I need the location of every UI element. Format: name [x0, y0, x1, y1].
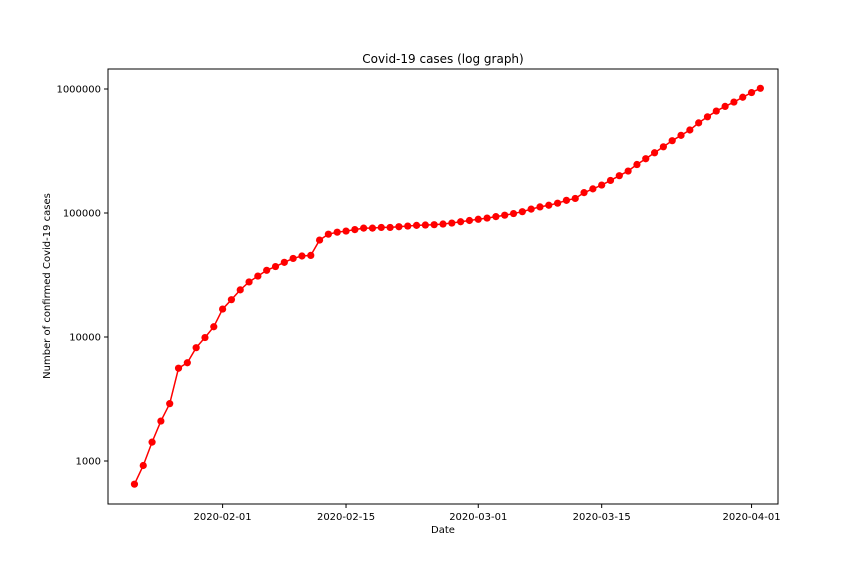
x-axis-ticks: 2020-02-01 2020-02-15 2020-03-01 2020-03-15… [194, 504, 781, 523]
x-tick-label: 2020-02-15 [317, 512, 375, 523]
data-point [236, 286, 244, 294]
data-point [703, 113, 712, 121]
data-point [166, 400, 174, 408]
data-point [527, 205, 535, 213]
axes-frame [107, 68, 779, 505]
data-point [148, 438, 156, 446]
data-point [465, 216, 474, 225]
x-tick-label: 2020-03-15 [573, 512, 631, 523]
data-point [368, 224, 377, 232]
data-point [271, 262, 280, 271]
data-point [633, 160, 641, 169]
data-point [342, 227, 350, 235]
data-point [227, 296, 236, 304]
data-point [333, 228, 341, 236]
y-tick-label: 100000 [63, 209, 101, 220]
y-axis-label: Number of confirmed Covid-19 cases [42, 193, 53, 379]
y-axis-ticks: 1000 10000 100000 1000000 [56, 85, 108, 467]
data-point [412, 221, 421, 229]
data-point [712, 107, 720, 115]
data-point [448, 219, 456, 227]
data-point [307, 251, 315, 260]
data-point [315, 236, 324, 244]
data-point [439, 220, 447, 228]
data-point [386, 223, 394, 232]
data-point [571, 194, 579, 203]
y-tick-label: 1000000 [56, 85, 101, 96]
data-point [562, 196, 571, 204]
data-point [695, 119, 703, 127]
data-point [650, 149, 659, 157]
data-point [642, 155, 650, 163]
data-point [509, 209, 518, 218]
data-point [474, 215, 482, 223]
data-point [263, 266, 271, 274]
data-point [747, 88, 756, 97]
data-point [219, 305, 227, 313]
data-point [421, 221, 429, 229]
data-point [395, 223, 403, 231]
data-point [589, 185, 597, 193]
data-point [580, 189, 588, 197]
data-point [492, 213, 500, 221]
data-point [677, 131, 685, 139]
y-tick-label: 1000 [76, 456, 101, 467]
data-point [483, 214, 491, 222]
data-point [192, 344, 200, 352]
data-point [254, 272, 262, 280]
data-point [518, 208, 526, 216]
data-point [183, 359, 191, 367]
data-point [739, 93, 747, 101]
data-point [624, 167, 632, 175]
data-point [756, 84, 764, 92]
data-point [130, 480, 139, 488]
chart-title: Covid-19 cases (log graph) [362, 52, 523, 66]
x-tick-label: 2020-02-01 [194, 512, 252, 523]
data-point [668, 137, 676, 145]
data-point [606, 176, 615, 185]
data-point [157, 417, 165, 425]
data-point [545, 201, 553, 209]
x-tick-label: 2020-03-01 [449, 512, 507, 523]
data-point [174, 364, 183, 372]
data-point [289, 254, 297, 263]
data-point [536, 203, 544, 211]
data-point [430, 221, 438, 229]
data-point [139, 461, 147, 470]
y-tick-label: 10000 [69, 333, 101, 344]
data-point [360, 224, 368, 232]
data-point [201, 333, 209, 342]
data-point [351, 225, 359, 234]
data-point [404, 222, 412, 230]
data-point [457, 218, 465, 226]
x-tick-label: 2020-04-01 [722, 512, 780, 523]
data-point [659, 143, 667, 151]
plot-area [130, 84, 764, 488]
data-point [554, 199, 562, 207]
data-point [721, 102, 729, 110]
data-point [615, 172, 623, 180]
data-point [501, 211, 509, 219]
data-point [210, 323, 218, 331]
data-point [324, 230, 332, 238]
data-point [730, 98, 738, 106]
data-point [280, 258, 288, 266]
data-point [598, 181, 606, 189]
data-point [686, 126, 694, 134]
x-axis-label: Date [431, 525, 455, 536]
data-point [245, 278, 253, 286]
data-point [298, 252, 306, 260]
data-point [377, 223, 385, 232]
